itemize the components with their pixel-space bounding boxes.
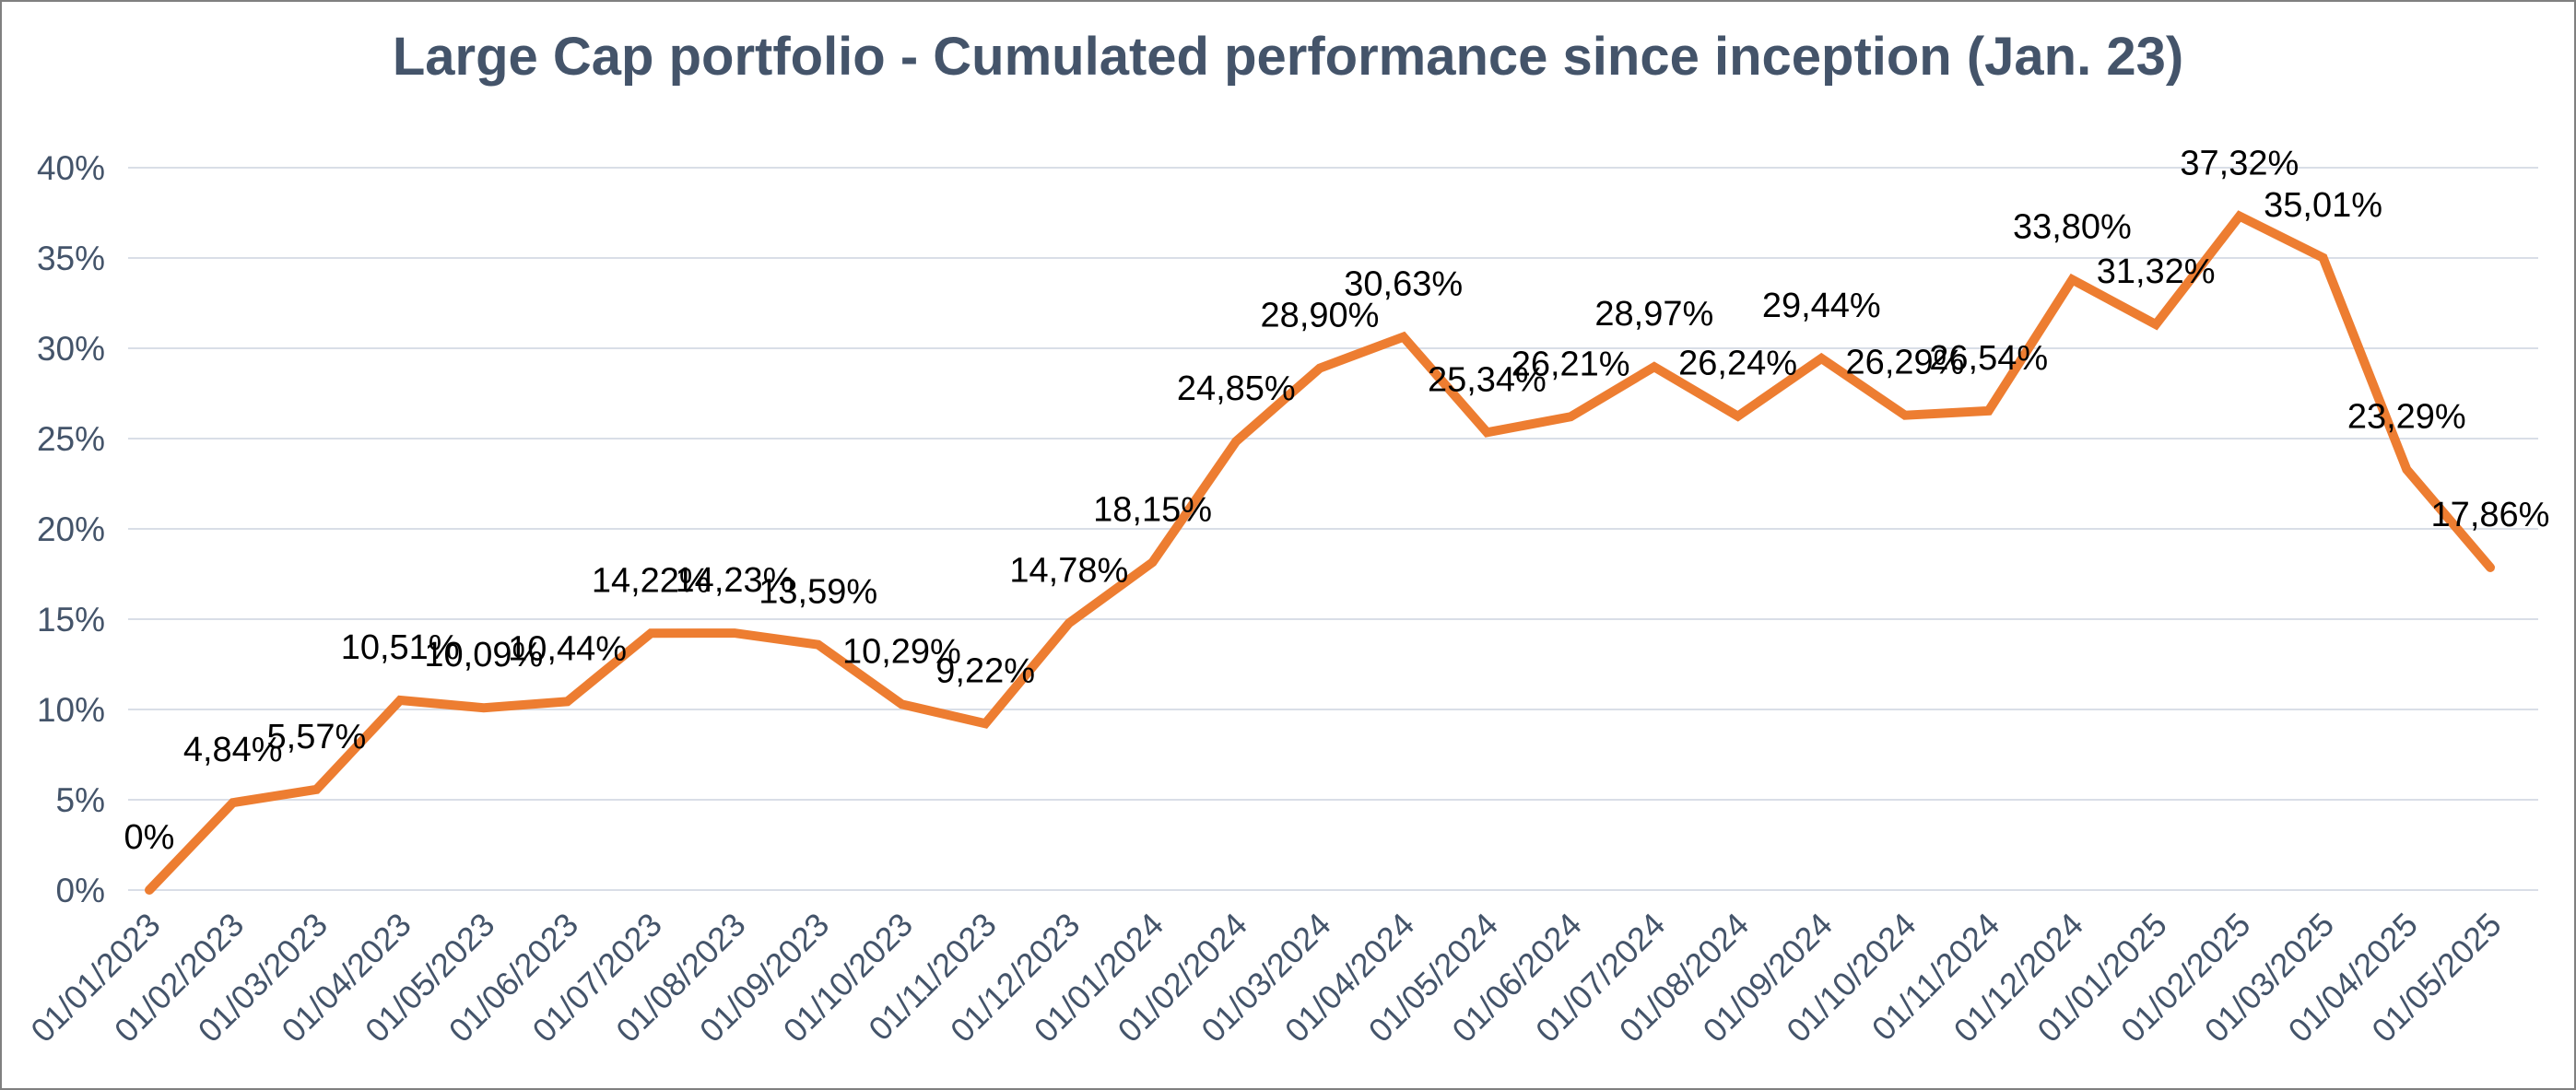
- data-label: 10,51%: [341, 628, 460, 667]
- y-axis-tick-label: 30%: [37, 330, 105, 368]
- data-label: 9,22%: [935, 651, 1035, 690]
- y-axis-tick-label: 0%: [56, 872, 105, 909]
- data-label: 26,21%: [1511, 345, 1630, 383]
- y-axis-tick-label: 20%: [37, 510, 105, 548]
- y-axis-tick-label: 25%: [37, 420, 105, 458]
- data-label: 14,23%: [676, 561, 794, 600]
- data-label: 17,86%: [2431, 496, 2550, 534]
- data-label: 10,29%: [842, 632, 961, 671]
- data-label: 28,97%: [1594, 295, 1713, 334]
- data-label: 26,54%: [1929, 339, 2048, 378]
- data-label: 26,24%: [1678, 345, 1797, 383]
- y-axis-tick-label: 15%: [37, 601, 105, 639]
- y-axis-tick-label: 35%: [37, 240, 105, 277]
- data-label: 37,32%: [2180, 145, 2299, 183]
- data-label: 10,44%: [508, 629, 627, 668]
- data-label: 28,90%: [1261, 297, 1380, 335]
- data-label: 23,29%: [2347, 398, 2466, 437]
- data-label: 29,44%: [1762, 287, 1881, 325]
- y-axis-tick-label: 40%: [37, 149, 105, 187]
- data-label: 5,57%: [267, 718, 367, 756]
- data-label: 18,15%: [1093, 490, 1212, 529]
- data-label: 33,80%: [2013, 208, 2132, 247]
- data-label: 14,78%: [1009, 551, 1128, 590]
- data-label: 14,22%: [592, 561, 711, 600]
- y-axis-tick-label: 10%: [37, 691, 105, 729]
- y-axis-tick-label: 5%: [56, 781, 105, 819]
- data-label: 30,63%: [1344, 265, 1463, 304]
- data-label: 0%: [124, 818, 175, 857]
- data-label: 31,32%: [2097, 252, 2216, 291]
- data-label: 25,34%: [1428, 360, 1547, 399]
- data-label: 26,29%: [1846, 344, 1965, 382]
- data-label: 24,85%: [1177, 369, 1296, 408]
- data-label: 35,01%: [2264, 186, 2382, 225]
- performance-line-series: [145, 210, 2495, 895]
- data-label: 13,59%: [759, 573, 877, 612]
- data-label: 10,09%: [424, 636, 543, 674]
- data-label: 4,84%: [183, 731, 283, 769]
- chart-title: Large Cap portfolio - Cumulated performa…: [392, 27, 2184, 87]
